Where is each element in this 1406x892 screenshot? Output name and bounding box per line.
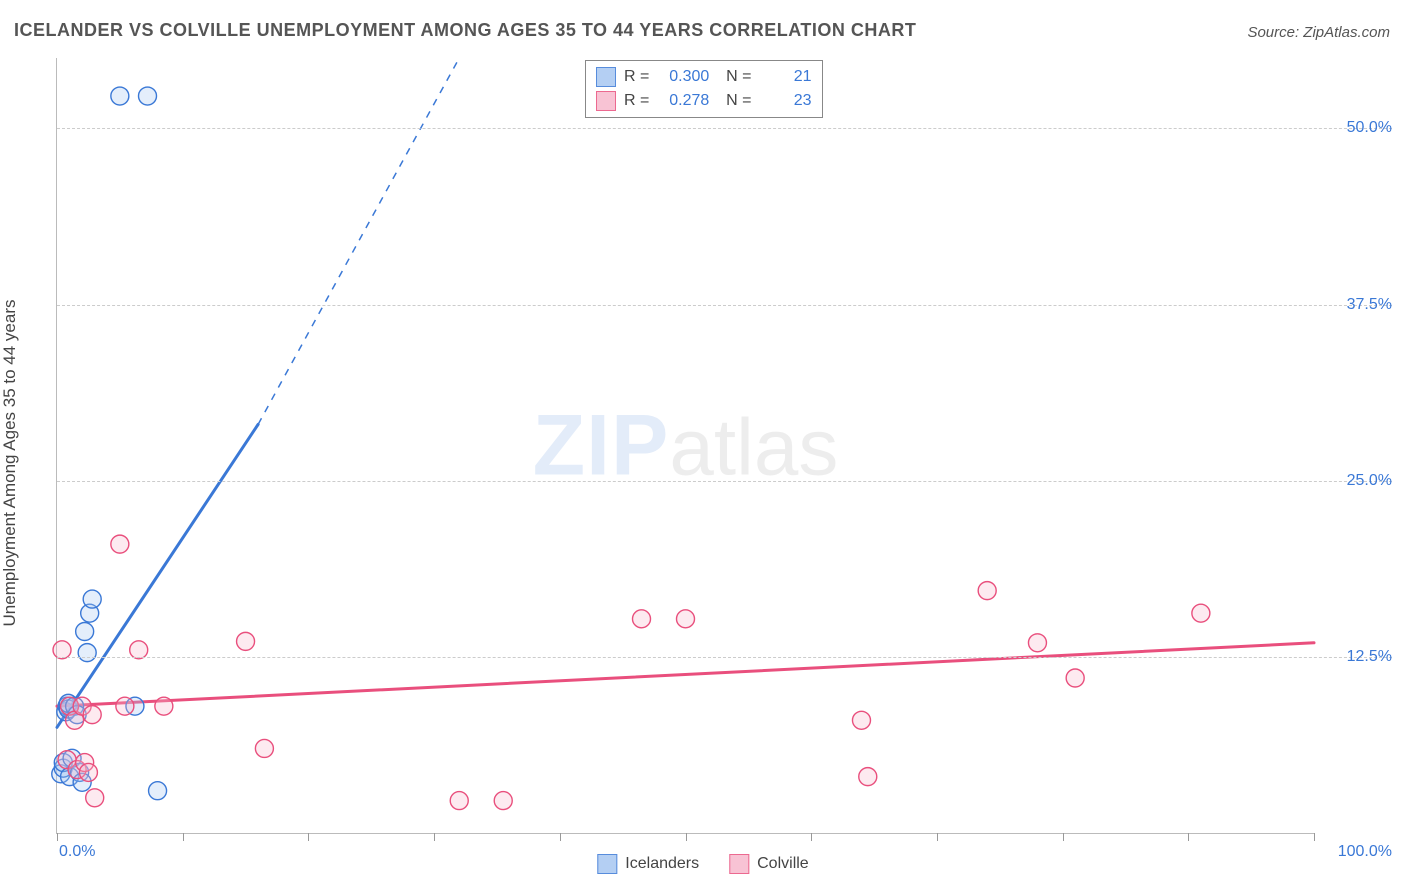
gridline-h bbox=[57, 128, 1392, 129]
legend-swatch-colville-icon bbox=[729, 854, 749, 874]
plot-area: ZIPatlas R = 0.300 N = 21 R = 0.278 N = … bbox=[56, 58, 1314, 834]
legend-n-label: N = bbox=[717, 68, 751, 86]
legend-stats-box: R = 0.300 N = 21 R = 0.278 N = 23 bbox=[585, 60, 823, 118]
legend-r-label: R = bbox=[624, 68, 649, 86]
y-tick-label: 37.5% bbox=[1322, 296, 1392, 314]
gridline-h bbox=[57, 481, 1392, 482]
x-tick bbox=[1063, 833, 1064, 841]
legend-label-colville: Colville bbox=[757, 855, 809, 873]
x-tick bbox=[937, 833, 938, 841]
legend-n-value-1: 23 bbox=[760, 92, 812, 110]
x-tick-label: 0.0% bbox=[59, 843, 95, 861]
y-tick-label: 12.5% bbox=[1322, 648, 1392, 666]
gridline-h bbox=[57, 305, 1392, 306]
plot-svg bbox=[57, 58, 1314, 833]
x-tick bbox=[57, 833, 58, 841]
legend-label-icelanders: Icelanders bbox=[625, 855, 699, 873]
x-tick bbox=[686, 833, 687, 841]
x-tick bbox=[811, 833, 812, 841]
legend-item-colville: Colville bbox=[729, 854, 809, 874]
legend-stats-row-1: R = 0.278 N = 23 bbox=[596, 89, 812, 113]
x-tick bbox=[183, 833, 184, 841]
x-tick-label: 100.0% bbox=[1322, 843, 1392, 861]
legend-n-label: N = bbox=[717, 92, 751, 110]
gridline-h bbox=[57, 657, 1392, 658]
legend-r-label: R = bbox=[624, 92, 649, 110]
y-axis-label: Unemployment Among Ages 35 to 44 years bbox=[0, 300, 20, 627]
legend-bottom: Icelanders Colville bbox=[597, 854, 808, 874]
y-tick-label: 25.0% bbox=[1322, 472, 1392, 490]
x-tick bbox=[434, 833, 435, 841]
x-tick bbox=[1314, 833, 1315, 841]
x-tick bbox=[560, 833, 561, 841]
legend-swatch-icelanders-icon bbox=[597, 854, 617, 874]
chart-title: ICELANDER VS COLVILLE UNEMPLOYMENT AMONG… bbox=[14, 20, 916, 41]
source-credit: Source: ZipAtlas.com bbox=[1247, 24, 1390, 41]
legend-r-value-1: 0.278 bbox=[657, 92, 709, 110]
x-tick bbox=[308, 833, 309, 841]
legend-swatch-icelanders-icon bbox=[596, 67, 616, 87]
x-tick bbox=[1188, 833, 1189, 841]
legend-r-value-0: 0.300 bbox=[657, 68, 709, 86]
chart-container: Unemployment Among Ages 35 to 44 years Z… bbox=[14, 48, 1392, 878]
y-tick-label: 50.0% bbox=[1322, 119, 1392, 137]
legend-item-icelanders: Icelanders bbox=[597, 854, 699, 874]
legend-swatch-colville-icon bbox=[596, 91, 616, 111]
legend-n-value-0: 21 bbox=[760, 68, 812, 86]
legend-stats-row-0: R = 0.300 N = 21 bbox=[596, 65, 812, 89]
